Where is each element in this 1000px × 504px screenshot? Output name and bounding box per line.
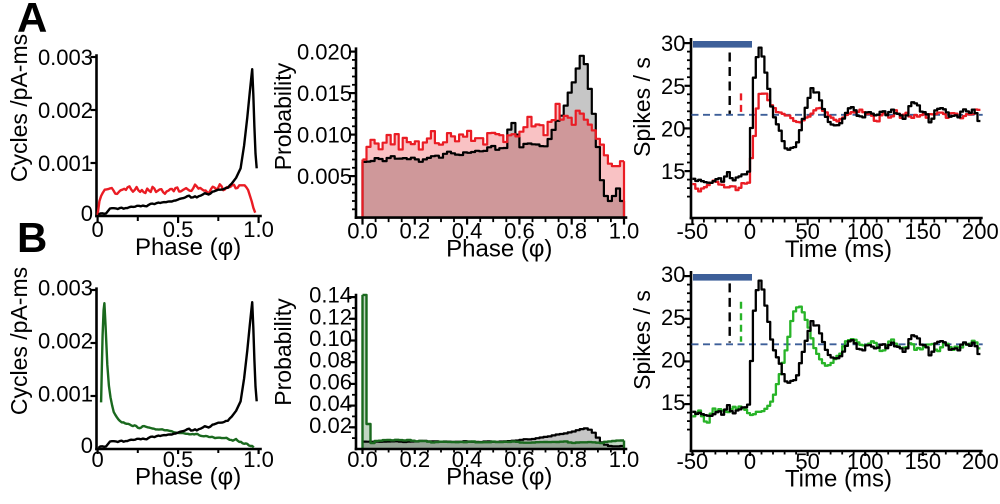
svg-text:Cycles /pA-ms: Cycles /pA-ms bbox=[6, 34, 32, 182]
svg-text:200: 200 bbox=[962, 449, 999, 474]
svg-text:0.4: 0.4 bbox=[452, 219, 483, 244]
svg-text:1.0: 1.0 bbox=[243, 217, 274, 242]
svg-text:0.001: 0.001 bbox=[38, 382, 93, 407]
svg-text:1.0: 1.0 bbox=[609, 219, 640, 244]
svg-text:0.0: 0.0 bbox=[347, 219, 378, 244]
svg-text:0.005: 0.005 bbox=[297, 164, 352, 189]
svg-text:0: 0 bbox=[744, 219, 756, 244]
svg-text:0: 0 bbox=[81, 201, 93, 226]
svg-text:50: 50 bbox=[795, 449, 819, 474]
svg-text:Spikes / s: Spikes / s bbox=[629, 290, 655, 390]
svg-text:0.2: 0.2 bbox=[400, 447, 431, 472]
svg-text:0.003: 0.003 bbox=[38, 45, 93, 70]
svg-text:0.6: 0.6 bbox=[504, 447, 535, 472]
svg-text:30: 30 bbox=[661, 31, 685, 56]
svg-text:0.001: 0.001 bbox=[38, 151, 93, 176]
svg-text:0.002: 0.002 bbox=[38, 329, 93, 354]
svg-text:Time (ms): Time (ms) bbox=[785, 466, 892, 493]
svg-text:0.2: 0.2 bbox=[400, 219, 431, 244]
svg-text:A: A bbox=[17, 0, 47, 41]
svg-text:30: 30 bbox=[661, 262, 685, 287]
svg-text:20: 20 bbox=[661, 116, 685, 141]
svg-text:0: 0 bbox=[91, 217, 103, 242]
svg-text:150: 150 bbox=[904, 219, 941, 244]
svg-text:100: 100 bbox=[847, 219, 884, 244]
svg-text:0.6: 0.6 bbox=[504, 219, 535, 244]
svg-text:Probability: Probability bbox=[270, 62, 296, 170]
svg-text:-50: -50 bbox=[677, 449, 709, 474]
svg-text:Spikes / s: Spikes / s bbox=[629, 57, 655, 157]
svg-text:Probability: Probability bbox=[270, 298, 296, 406]
svg-text:150: 150 bbox=[904, 449, 941, 474]
svg-text:50: 50 bbox=[795, 219, 819, 244]
svg-text:0: 0 bbox=[91, 447, 103, 472]
svg-text:Phase (φ): Phase (φ) bbox=[135, 234, 241, 261]
svg-text:0.003: 0.003 bbox=[38, 276, 93, 301]
svg-text:0.5: 0.5 bbox=[163, 447, 194, 472]
svg-text:Phase (φ): Phase (φ) bbox=[446, 464, 552, 491]
svg-text:Time (ms): Time (ms) bbox=[785, 236, 892, 263]
svg-text:1.0: 1.0 bbox=[609, 447, 640, 472]
svg-text:15: 15 bbox=[661, 390, 685, 415]
svg-text:1.0: 1.0 bbox=[243, 447, 274, 472]
svg-text:0.020: 0.020 bbox=[297, 40, 352, 65]
svg-text:0.14: 0.14 bbox=[309, 283, 352, 308]
svg-text:0.06: 0.06 bbox=[309, 369, 352, 394]
svg-text:200: 200 bbox=[962, 219, 999, 244]
svg-text:15: 15 bbox=[661, 159, 685, 184]
svg-text:0.0: 0.0 bbox=[347, 447, 378, 472]
svg-text:25: 25 bbox=[661, 74, 685, 99]
svg-text:0.04: 0.04 bbox=[309, 391, 352, 416]
svg-text:0.002: 0.002 bbox=[38, 98, 93, 123]
svg-text:0: 0 bbox=[81, 433, 93, 458]
svg-text:20: 20 bbox=[661, 347, 685, 372]
svg-text:0.8: 0.8 bbox=[556, 219, 587, 244]
svg-text:Phase (φ): Phase (φ) bbox=[446, 236, 552, 263]
svg-text:0.10: 0.10 bbox=[309, 326, 352, 351]
svg-text:0.12: 0.12 bbox=[309, 304, 352, 329]
svg-text:0.5: 0.5 bbox=[163, 217, 194, 242]
svg-text:Cycles /pA-ms: Cycles /pA-ms bbox=[6, 267, 32, 415]
svg-text:0.015: 0.015 bbox=[297, 81, 352, 106]
svg-text:0.08: 0.08 bbox=[309, 348, 352, 373]
svg-text:0.8: 0.8 bbox=[556, 447, 587, 472]
svg-text:0.02: 0.02 bbox=[309, 413, 352, 438]
svg-text:0.010: 0.010 bbox=[297, 123, 352, 148]
svg-text:Phase (φ): Phase (φ) bbox=[135, 464, 241, 491]
svg-text:0: 0 bbox=[744, 449, 756, 474]
svg-text:-50: -50 bbox=[677, 219, 709, 244]
svg-text:B: B bbox=[17, 214, 47, 261]
svg-text:25: 25 bbox=[661, 305, 685, 330]
svg-text:0.4: 0.4 bbox=[452, 447, 483, 472]
